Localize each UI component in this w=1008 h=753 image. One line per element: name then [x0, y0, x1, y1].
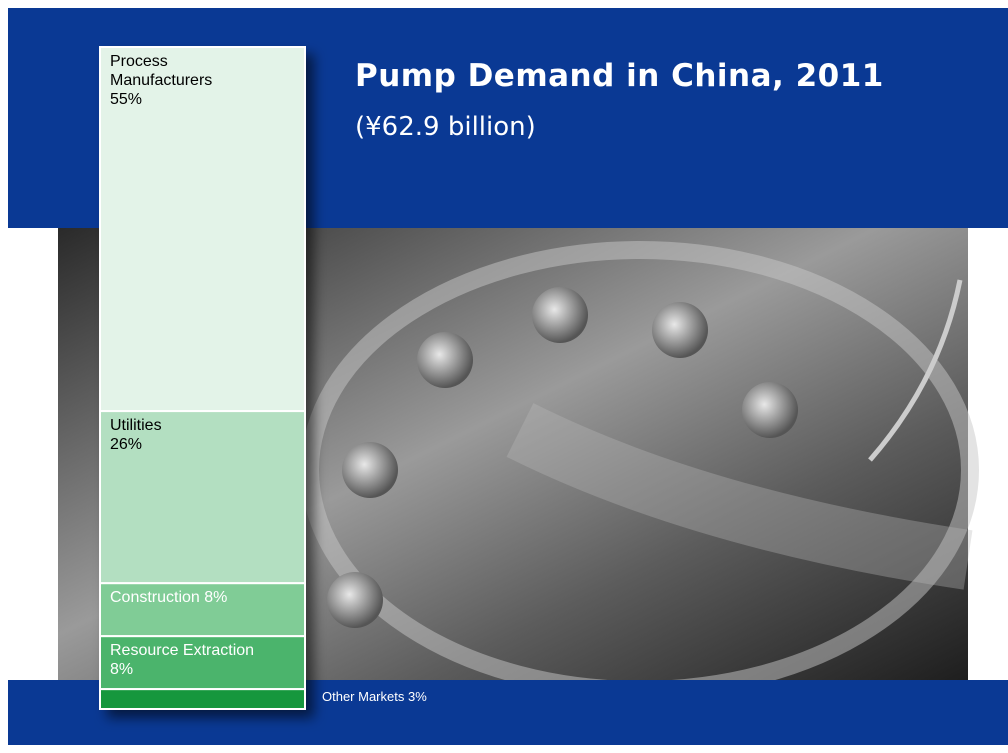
category-name: Other Markets [322, 689, 404, 704]
segment-label: Resource Extraction 8% [110, 641, 300, 679]
category-name: Resource Extraction [110, 641, 300, 660]
stacked-bar [100, 47, 305, 709]
category-name: Process Manufacturers [110, 52, 250, 90]
segment-label: Other Markets 3% [322, 687, 522, 706]
bar-segment [100, 689, 305, 709]
value-label: 8% [110, 660, 300, 679]
infographic: Pump Demand in China, 2011 (¥62.9 billio… [0, 0, 1008, 753]
segment-label: Utilities 26% [110, 416, 300, 454]
value-label: 26% [110, 435, 300, 454]
category-name: Construction [110, 589, 200, 606]
value-label: 55% [110, 90, 250, 109]
segment-label: Process Manufacturers 55% [110, 52, 250, 109]
value-label: 8% [204, 589, 227, 606]
chart-title: Pump Demand in China, 2011 [355, 58, 884, 94]
value-label: 3% [408, 689, 427, 704]
chart-subtitle: (¥62.9 billion) [355, 112, 536, 142]
category-name: Utilities [110, 416, 300, 435]
segment-label: Construction 8% [110, 588, 305, 607]
